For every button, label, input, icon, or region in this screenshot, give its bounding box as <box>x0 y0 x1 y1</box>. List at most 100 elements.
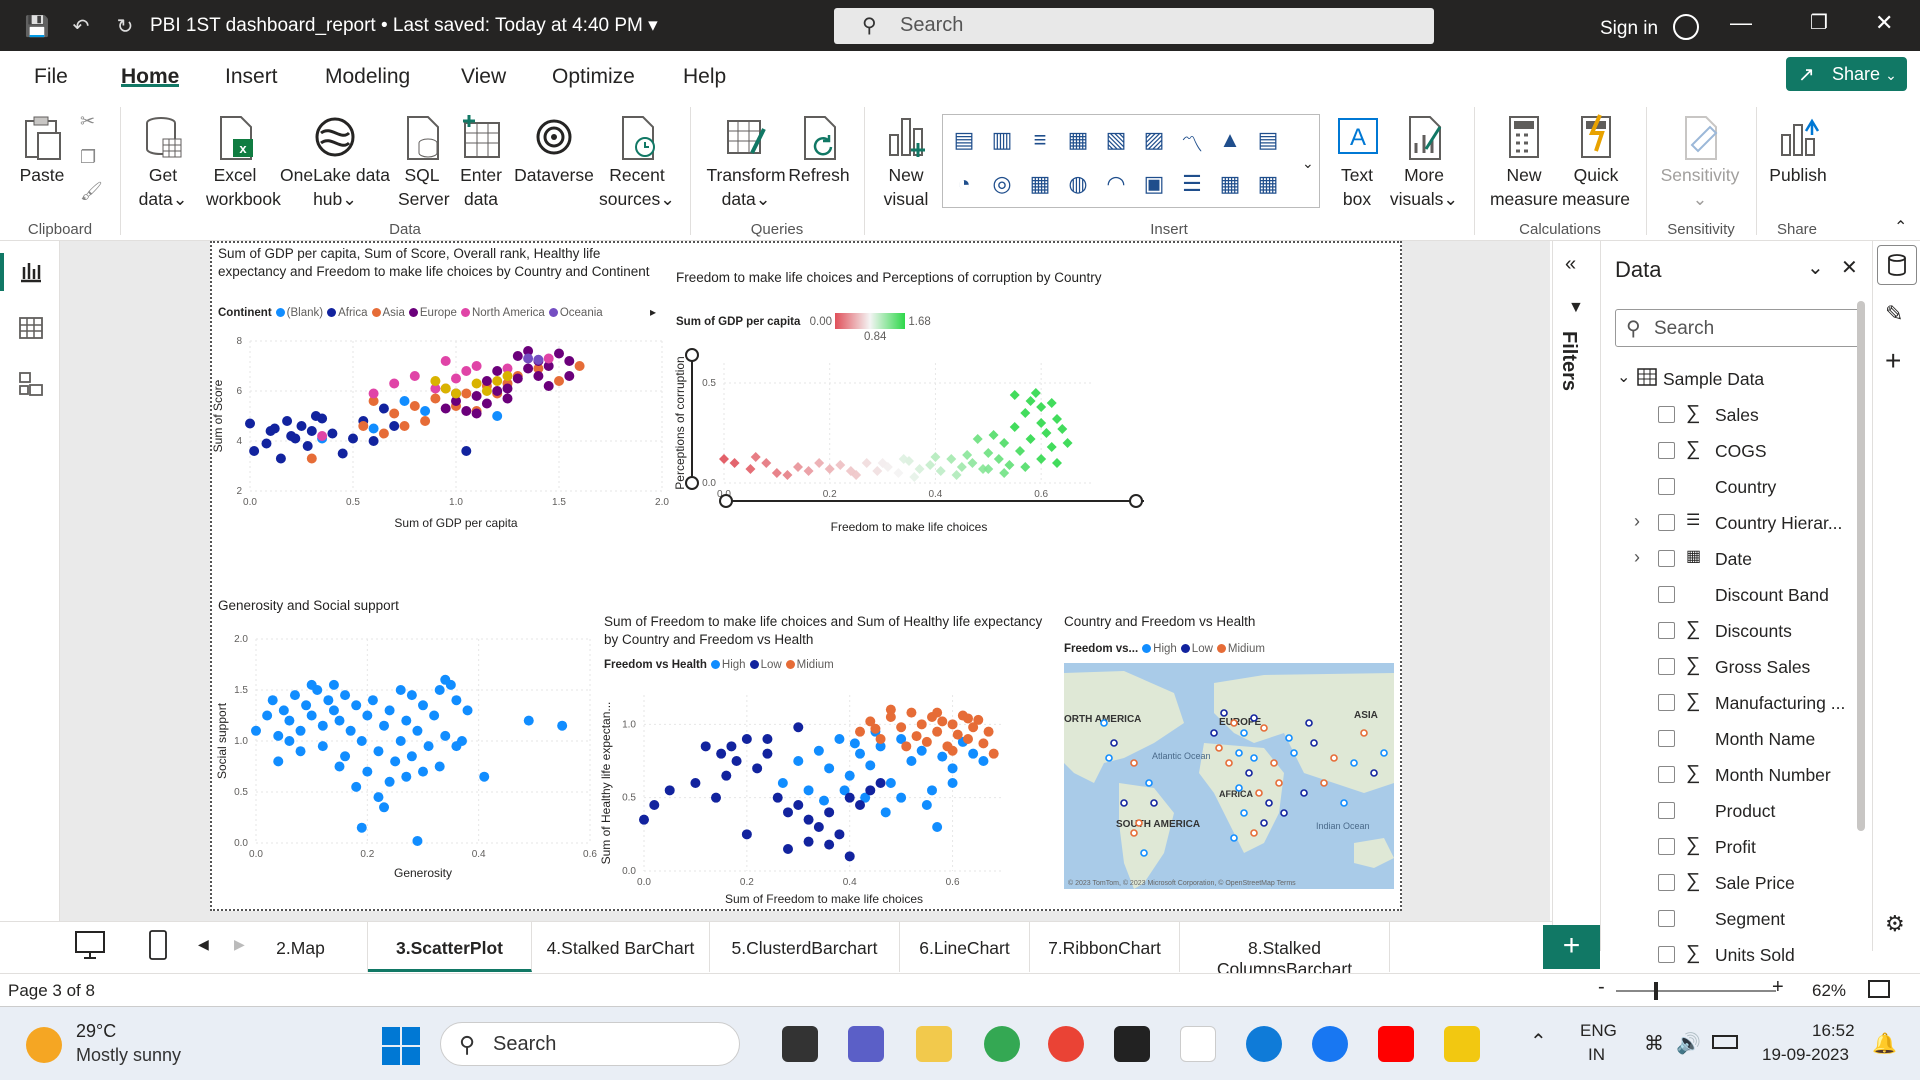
field-item[interactable]: Discount Band <box>1601 577 1873 613</box>
paste-button[interactable]: Paste <box>18 113 66 187</box>
visual-type-icon[interactable]: ◔ <box>957 171 971 196</box>
field-checkbox[interactable] <box>1658 406 1675 423</box>
field-checkbox[interactable] <box>1658 802 1675 819</box>
visual-type-icon[interactable]: ▨ <box>1143 127 1165 152</box>
data-search-input[interactable]: ⚲ Search <box>1615 309 1865 347</box>
edge-icon[interactable] <box>1246 1026 1282 1062</box>
data-pane-icon[interactable] <box>1877 245 1917 285</box>
chevron-right-icon[interactable]: › <box>1634 511 1640 531</box>
field-item[interactable]: ∑ COGS <box>1601 433 1873 469</box>
add-pane-icon[interactable]: + <box>1885 345 1902 376</box>
field-item[interactable]: Segment <box>1601 901 1873 937</box>
field-item[interactable]: Country <box>1601 469 1873 505</box>
legend-item[interactable]: Midium <box>1227 643 1265 655</box>
get-data-button[interactable]: Get data⌄ <box>138 113 188 211</box>
field-checkbox[interactable] <box>1658 694 1675 711</box>
new-visual-button[interactable]: New visual <box>880 113 932 211</box>
sensitivity-button[interactable]: Sensitivity ⌄ <box>1654 113 1746 211</box>
chevron-right-icon[interactable]: › <box>1634 547 1640 567</box>
scatter-generosity-social[interactable]: 0.0 0.5 1.0 1.5 2.0 0.0 0.2 0.4 0.6 Generosity Soc… <box>212 615 602 885</box>
gallery-expand-icon[interactable]: ⌄ <box>1302 155 1314 171</box>
tab-optimize[interactable]: Optimize <box>552 65 635 88</box>
weather-sun-icon[interactable] <box>26 1027 62 1063</box>
onelake-data-hub-button[interactable]: OneLake data hub⌄ <box>278 113 392 211</box>
mobile-layout-icon[interactable] <box>148 930 168 965</box>
power-bi-icon[interactable] <box>1444 1026 1480 1062</box>
cut-icon[interactable]: ✂ <box>80 111 96 131</box>
legend-item[interactable]: Midium <box>796 659 834 671</box>
zoom-in-icon[interactable]: + <box>1772 976 1784 998</box>
legend-item[interactable]: Low <box>760 659 782 671</box>
dataverse-button[interactable]: Dataverse <box>512 113 596 187</box>
clock-time[interactable]: 16:52 <box>1812 1021 1855 1040</box>
field-checkbox[interactable] <box>1658 442 1675 459</box>
format-pane-icon[interactable]: ✎ <box>1885 301 1904 326</box>
tab-view[interactable]: View <box>461 65 507 88</box>
page-tab[interactable]: 2.Map <box>234 922 368 972</box>
field-checkbox[interactable] <box>1658 874 1675 891</box>
visual-type-icon[interactable]: ▦ <box>1029 171 1051 196</box>
field-item[interactable]: ∑ Profit <box>1601 829 1873 865</box>
tab-insert[interactable]: Insert <box>225 65 278 88</box>
share-button[interactable]: ↗ Share ⌄ <box>1786 57 1907 91</box>
field-checkbox[interactable] <box>1658 766 1675 783</box>
sign-in-link[interactable]: Sign in <box>1600 14 1700 40</box>
document-title[interactable]: PBI 1ST dashboard_report • Last saved: T… <box>150 15 658 36</box>
notifications-icon[interactable]: 🔔 <box>1872 1033 1897 1055</box>
close-pane-icon[interactable]: ✕ <box>1841 257 1858 279</box>
visual-type-icon[interactable]: ▣ <box>1143 171 1165 196</box>
page-tab[interactable]: 7.RibbonChart <box>1030 922 1180 972</box>
publish-button[interactable]: Publish <box>1764 113 1832 187</box>
field-checkbox[interactable] <box>1658 622 1675 639</box>
undo-icon[interactable]: ↶ <box>72 15 90 38</box>
visual-type-icon[interactable]: 〽 <box>1180 132 1203 157</box>
weather-temp[interactable]: 29°C <box>76 1021 117 1041</box>
tab-help[interactable]: Help <box>683 65 727 88</box>
field-item[interactable]: Product <box>1601 793 1873 829</box>
map-country-freedom[interactable]: ORTH AMERICA EUROPE ASIA Atlantic Ocean … <box>1064 663 1394 889</box>
zoom-out-icon[interactable]: - <box>1598 976 1605 998</box>
refresh-button[interactable]: Refresh <box>788 113 850 187</box>
notes-app-icon[interactable] <box>1114 1026 1150 1062</box>
scatter-freedom-health[interactable]: 0.0 0.5 1.0 0.0 0.2 0.4 0.6 Sum of Freedom to m… <box>600 675 1020 905</box>
field-item[interactable]: ∑ Sale Price <box>1601 865 1873 901</box>
facebook-icon[interactable] <box>1312 1026 1348 1062</box>
clock-date[interactable]: 19-09-2023 <box>1762 1045 1849 1064</box>
filters-pane-collapsed[interactable]: « ▼ Filters <box>1552 241 1600 951</box>
restore-icon[interactable]: ❐ <box>1810 12 1828 34</box>
scatter-gdp-score[interactable]: 2 4 6 8 0.0 0.5 1.0 1.5 2.0 Sum of GDP per capita… <box>212 323 682 533</box>
page-tab[interactable]: 3.ScatterPlot <box>368 922 532 972</box>
lang-secondary[interactable]: IN <box>1588 1045 1605 1064</box>
chevron-down-icon[interactable]: ⌄ <box>1617 369 1631 386</box>
legend-item[interactable]: (Blank) <box>286 307 324 319</box>
page-tab[interactable]: 6.LineChart <box>900 922 1030 972</box>
legend-item[interactable]: High <box>1153 643 1177 655</box>
zoom-slider[interactable] <box>1616 990 1776 992</box>
field-item[interactable]: ∑ Discounts <box>1601 613 1873 649</box>
format-painter-icon[interactable]: 🖌 <box>80 181 103 201</box>
visual-type-icon[interactable]: ◎ <box>992 171 1012 196</box>
report-view-icon[interactable] <box>18 257 44 288</box>
recent-sources-button[interactable]: Recent sources⌄ <box>596 113 678 211</box>
tray-chevron-icon[interactable]: ⌃ <box>1530 1031 1547 1053</box>
legend-item[interactable]: High <box>721 659 746 671</box>
visual-type-icon[interactable]: ▲ <box>1219 127 1241 152</box>
visual-type-icon[interactable]: ≡ <box>1033 127 1047 152</box>
field-item[interactable]: ∑ Manufacturing ... <box>1601 685 1873 721</box>
visual-type-icon[interactable]: ◍ <box>1068 171 1088 196</box>
model-view-icon[interactable] <box>18 371 44 402</box>
transform-data-button[interactable]: Transform data⌄ <box>704 113 788 211</box>
tab-file[interactable]: File <box>34 65 68 88</box>
text-box-button[interactable]: A Text box <box>1332 113 1382 211</box>
wifi-icon[interactable]: ⌘ <box>1644 1033 1664 1055</box>
legend-item[interactable]: Low <box>1191 643 1213 655</box>
copy-icon[interactable]: ❐ <box>80 147 97 167</box>
more-visuals-button[interactable]: More visuals⌄ <box>1386 113 1462 211</box>
tab-home[interactable]: Home <box>121 65 180 88</box>
expand-panes-icon[interactable]: « <box>1565 253 1577 275</box>
quick-measure-button[interactable]: Quick measure <box>1560 113 1632 211</box>
settings-icon[interactable]: ⚙ <box>1885 911 1905 936</box>
page-tab[interactable]: 8.Stalked ColumnsBarchart <box>1180 922 1390 979</box>
collapse-pane-icon[interactable]: ⌄ <box>1807 257 1824 279</box>
